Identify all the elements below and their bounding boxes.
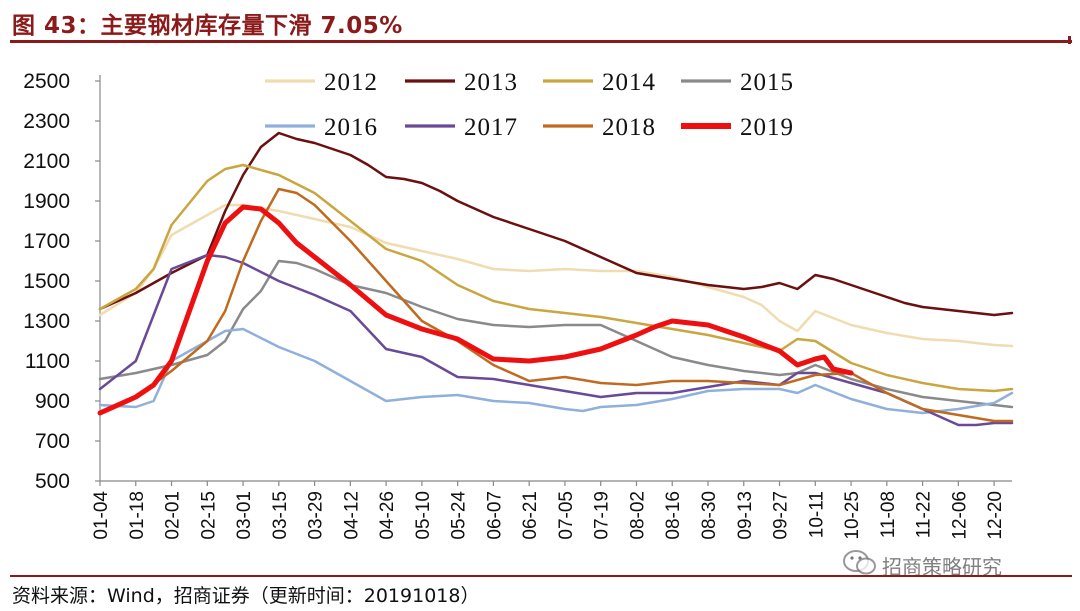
x-tick-label: 09-27 — [771, 491, 792, 540]
x-tick-label: 10-25 — [842, 491, 863, 540]
x-tick-label: 06-21 — [520, 491, 541, 540]
watermark: 招商策略研究 — [842, 548, 1002, 579]
series-line-2019 — [97, 204, 854, 416]
x-tick-label: 05-24 — [449, 491, 470, 540]
wechat-icon — [843, 550, 876, 575]
x-tick-label: 01-18 — [127, 491, 148, 540]
title-divider — [10, 40, 1072, 43]
x-tick-label: 07-05 — [556, 491, 577, 540]
x-tick-label: 11-22 — [914, 491, 935, 538]
x-tick-label: 12-06 — [949, 491, 970, 540]
x-tick-label: 11-08 — [878, 491, 899, 538]
legend-label-2014: 2014 — [602, 69, 656, 96]
title-divider-end — [1068, 36, 1071, 44]
series-line-2013 — [98, 131, 1014, 317]
figure-title: 图 43：主要钢材库存量下滑 7.05% — [12, 13, 403, 39]
x-tick-label: 10-11 — [806, 491, 827, 538]
x-tick-label: 02-15 — [198, 491, 219, 540]
x-tick-label: 04-26 — [377, 491, 398, 540]
y-tick-label: 2100 — [23, 150, 70, 173]
legend-label-2013: 2013 — [464, 69, 518, 96]
series-line-2014 — [98, 163, 1014, 393]
y-tick-label: 1500 — [23, 270, 70, 293]
series-line-2016 — [98, 327, 1014, 415]
x-tick-label: 03-01 — [234, 491, 255, 540]
y-tick-label: 500 — [35, 470, 70, 493]
y-tick-label: 1900 — [23, 190, 70, 213]
title-bar: 图 43：主要钢材库存量下滑 7.05% — [10, 4, 1072, 39]
x-tick-label: 08-16 — [663, 491, 684, 540]
x-tick-label: 12-20 — [985, 491, 1006, 540]
source-note: 资料来源：Wind，招商证券（更新时间：20191018） — [12, 585, 480, 607]
y-tick-label: 1300 — [23, 310, 70, 333]
series-line-2018 — [98, 187, 1014, 423]
x-tick-label: 03-15 — [270, 491, 291, 540]
line-chart: 500 700 900 1100 1300 1500 1700 1900 2100 2300 250… — [23, 69, 1014, 540]
y-tick-label: 700 — [35, 430, 70, 453]
x-tick-label: 05-10 — [413, 491, 434, 540]
x-tick-label: 09-13 — [735, 491, 756, 540]
x-tick-label: 08-30 — [699, 491, 720, 540]
series-line-2015 — [98, 259, 1014, 409]
y-tick-label: 1700 — [23, 230, 70, 253]
y-tick-label: 1100 — [25, 350, 70, 373]
x-tick-label: 02-01 — [163, 491, 184, 540]
x-tick-label: 08-02 — [627, 491, 648, 540]
legend-label-2018: 2018 — [602, 114, 656, 141]
y-tick-label: 2300 — [23, 110, 70, 133]
x-tick-label: 04-12 — [341, 491, 362, 540]
legend-label-2017: 2017 — [464, 114, 518, 141]
legend-label-2016: 2016 — [324, 114, 378, 141]
chart-container: 500 700 900 1100 1300 1500 1700 1900 2100 2300 250… — [0, 46, 1080, 576]
series-line-2012 — [98, 203, 1014, 348]
x-tick-label: 01-04 — [91, 491, 112, 540]
footer-divider — [10, 575, 1072, 577]
legend-label-2015: 2015 — [740, 69, 794, 96]
x-tick-label: 06-07 — [484, 491, 505, 540]
legend-label-2012: 2012 — [324, 69, 378, 96]
y-tick-label: 900 — [35, 390, 70, 413]
legend-label-2019: 2019 — [740, 114, 794, 141]
x-tick-label: 03-29 — [306, 491, 327, 540]
y-tick-label: 2500 — [23, 70, 70, 93]
x-tick-label: 07-19 — [592, 491, 613, 540]
